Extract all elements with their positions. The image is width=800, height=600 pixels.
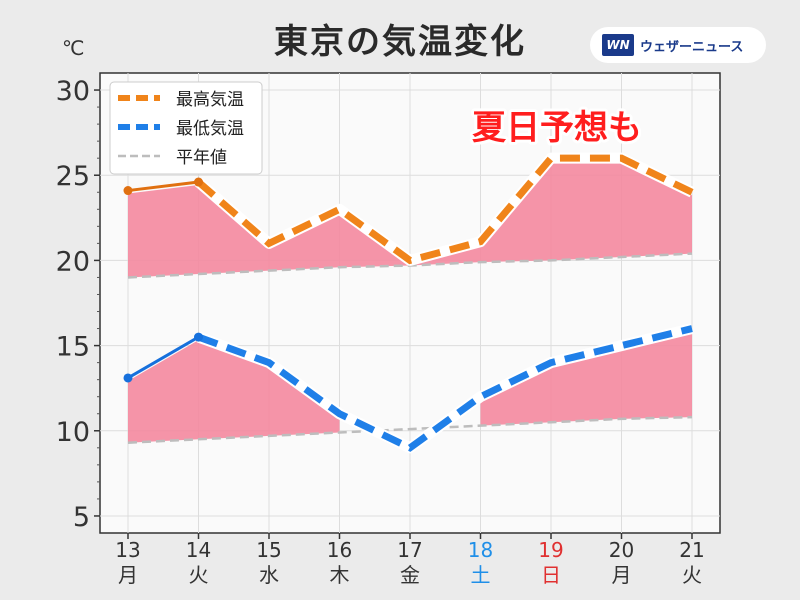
y-axis-unit: ℃ [62, 36, 85, 60]
x-tick-date: 20 [609, 538, 634, 562]
x-tick-weekday: 水 [259, 563, 279, 587]
y-tick-label: 20 [56, 246, 90, 277]
min-temp-forecast-line [197, 325, 693, 452]
summer-day-annotation: 夏日予想も [472, 108, 642, 148]
x-tick-weekday: 金 [400, 563, 420, 587]
x-tick-weekday: 月 [118, 563, 138, 587]
min-temp-observed-point [194, 332, 203, 342]
min-temp-observed-line [127, 335, 200, 380]
x-tick-date: 21 [679, 538, 704, 562]
legend-label: 平年値 [176, 148, 227, 168]
y-tick-label: 15 [56, 332, 90, 363]
max-temp-observed-point [194, 177, 203, 187]
y-tick-label: 10 [56, 417, 90, 448]
x-tick-weekday: 日 [541, 563, 561, 587]
x-tick-date: 19 [538, 538, 563, 562]
min-anomaly-fill-early [128, 340, 340, 443]
weathernews-logo: WN ウェザーニュース [590, 27, 766, 63]
min-anomaly-fill-late [480, 331, 692, 426]
y-tick-label: 25 [56, 161, 90, 192]
min-temp-observed-point [123, 373, 133, 383]
normal-line [127, 415, 693, 444]
y-tick-label: 5 [73, 502, 90, 533]
max-temp-observed-line [127, 180, 199, 193]
legend-label: 最高気温 [176, 90, 244, 110]
max-temp-observed-point [123, 186, 133, 196]
max-temp-forecast-line [196, 154, 694, 265]
x-tick-weekday: 火 [682, 563, 702, 587]
x-tick-date: 15 [256, 538, 281, 562]
x-tick-date: 14 [186, 538, 211, 562]
x-tick-weekday: 火 [189, 563, 209, 587]
legend-label: 最低気温 [176, 119, 244, 139]
x-tick-date: 17 [397, 538, 422, 562]
x-tick-date: 18 [468, 538, 493, 562]
x-tick-weekday: 木 [330, 563, 350, 587]
weathernews-logo-icon: WN [602, 34, 634, 56]
legend-box [109, 81, 263, 175]
x-tick-weekday: 土 [471, 563, 491, 587]
chart-title: 東京の気温変化 [274, 22, 526, 62]
x-tick-date: 16 [327, 538, 352, 562]
x-tick-weekday: 月 [612, 563, 632, 587]
weathernews-logo-text: ウェザーニュース [640, 39, 744, 55]
y-tick-label: 30 [56, 76, 90, 107]
x-tick-date: 13 [115, 538, 140, 562]
